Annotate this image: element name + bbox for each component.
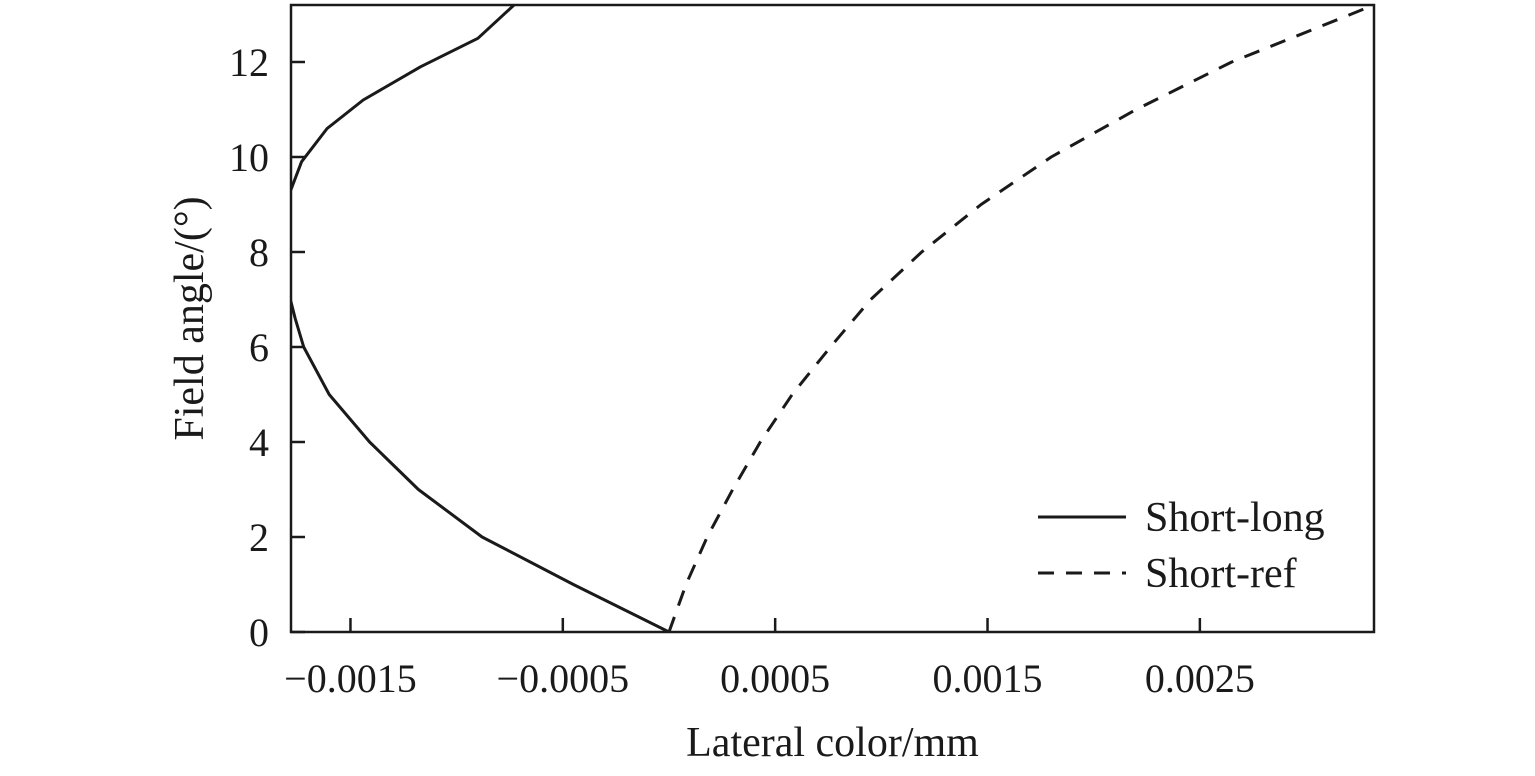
y-tick-label: 10 [229,135,269,180]
y-tick-label: 0 [249,610,269,655]
plot-frame [289,3,1376,634]
x-tick-label: −0.0005 [497,656,630,701]
x-axis-title: Lateral color/mm [686,720,979,766]
plot-area [291,5,1374,632]
series-line-1 [291,5,670,632]
y-tick-label: 4 [249,420,269,465]
y-axis-title: Field angle/(°) [167,196,213,440]
y-tick-label: 8 [249,230,269,275]
legend-label-2: Short-ref [1145,551,1297,597]
legend: Short-long Short-ref [1038,495,1325,597]
x-tick-label: −0.0015 [284,656,417,701]
series-line-2 [667,5,1374,632]
x-tick-label: 0.0015 [933,656,1043,701]
y-tick-label: 2 [249,515,269,560]
legend-label-1: Short-long [1145,495,1325,541]
x-axis-ticks: −0.0015 −0.0005 0.0005 0.0015 0.0025 [284,618,1255,701]
y-tick-label: 6 [249,325,269,370]
y-tick-label: 12 [229,40,269,85]
x-tick-label: 0.0005 [720,656,830,701]
y-axis-ticks: 0 2 4 6 8 10 12 [229,40,305,655]
x-tick-label: 0.0025 [1145,656,1255,701]
